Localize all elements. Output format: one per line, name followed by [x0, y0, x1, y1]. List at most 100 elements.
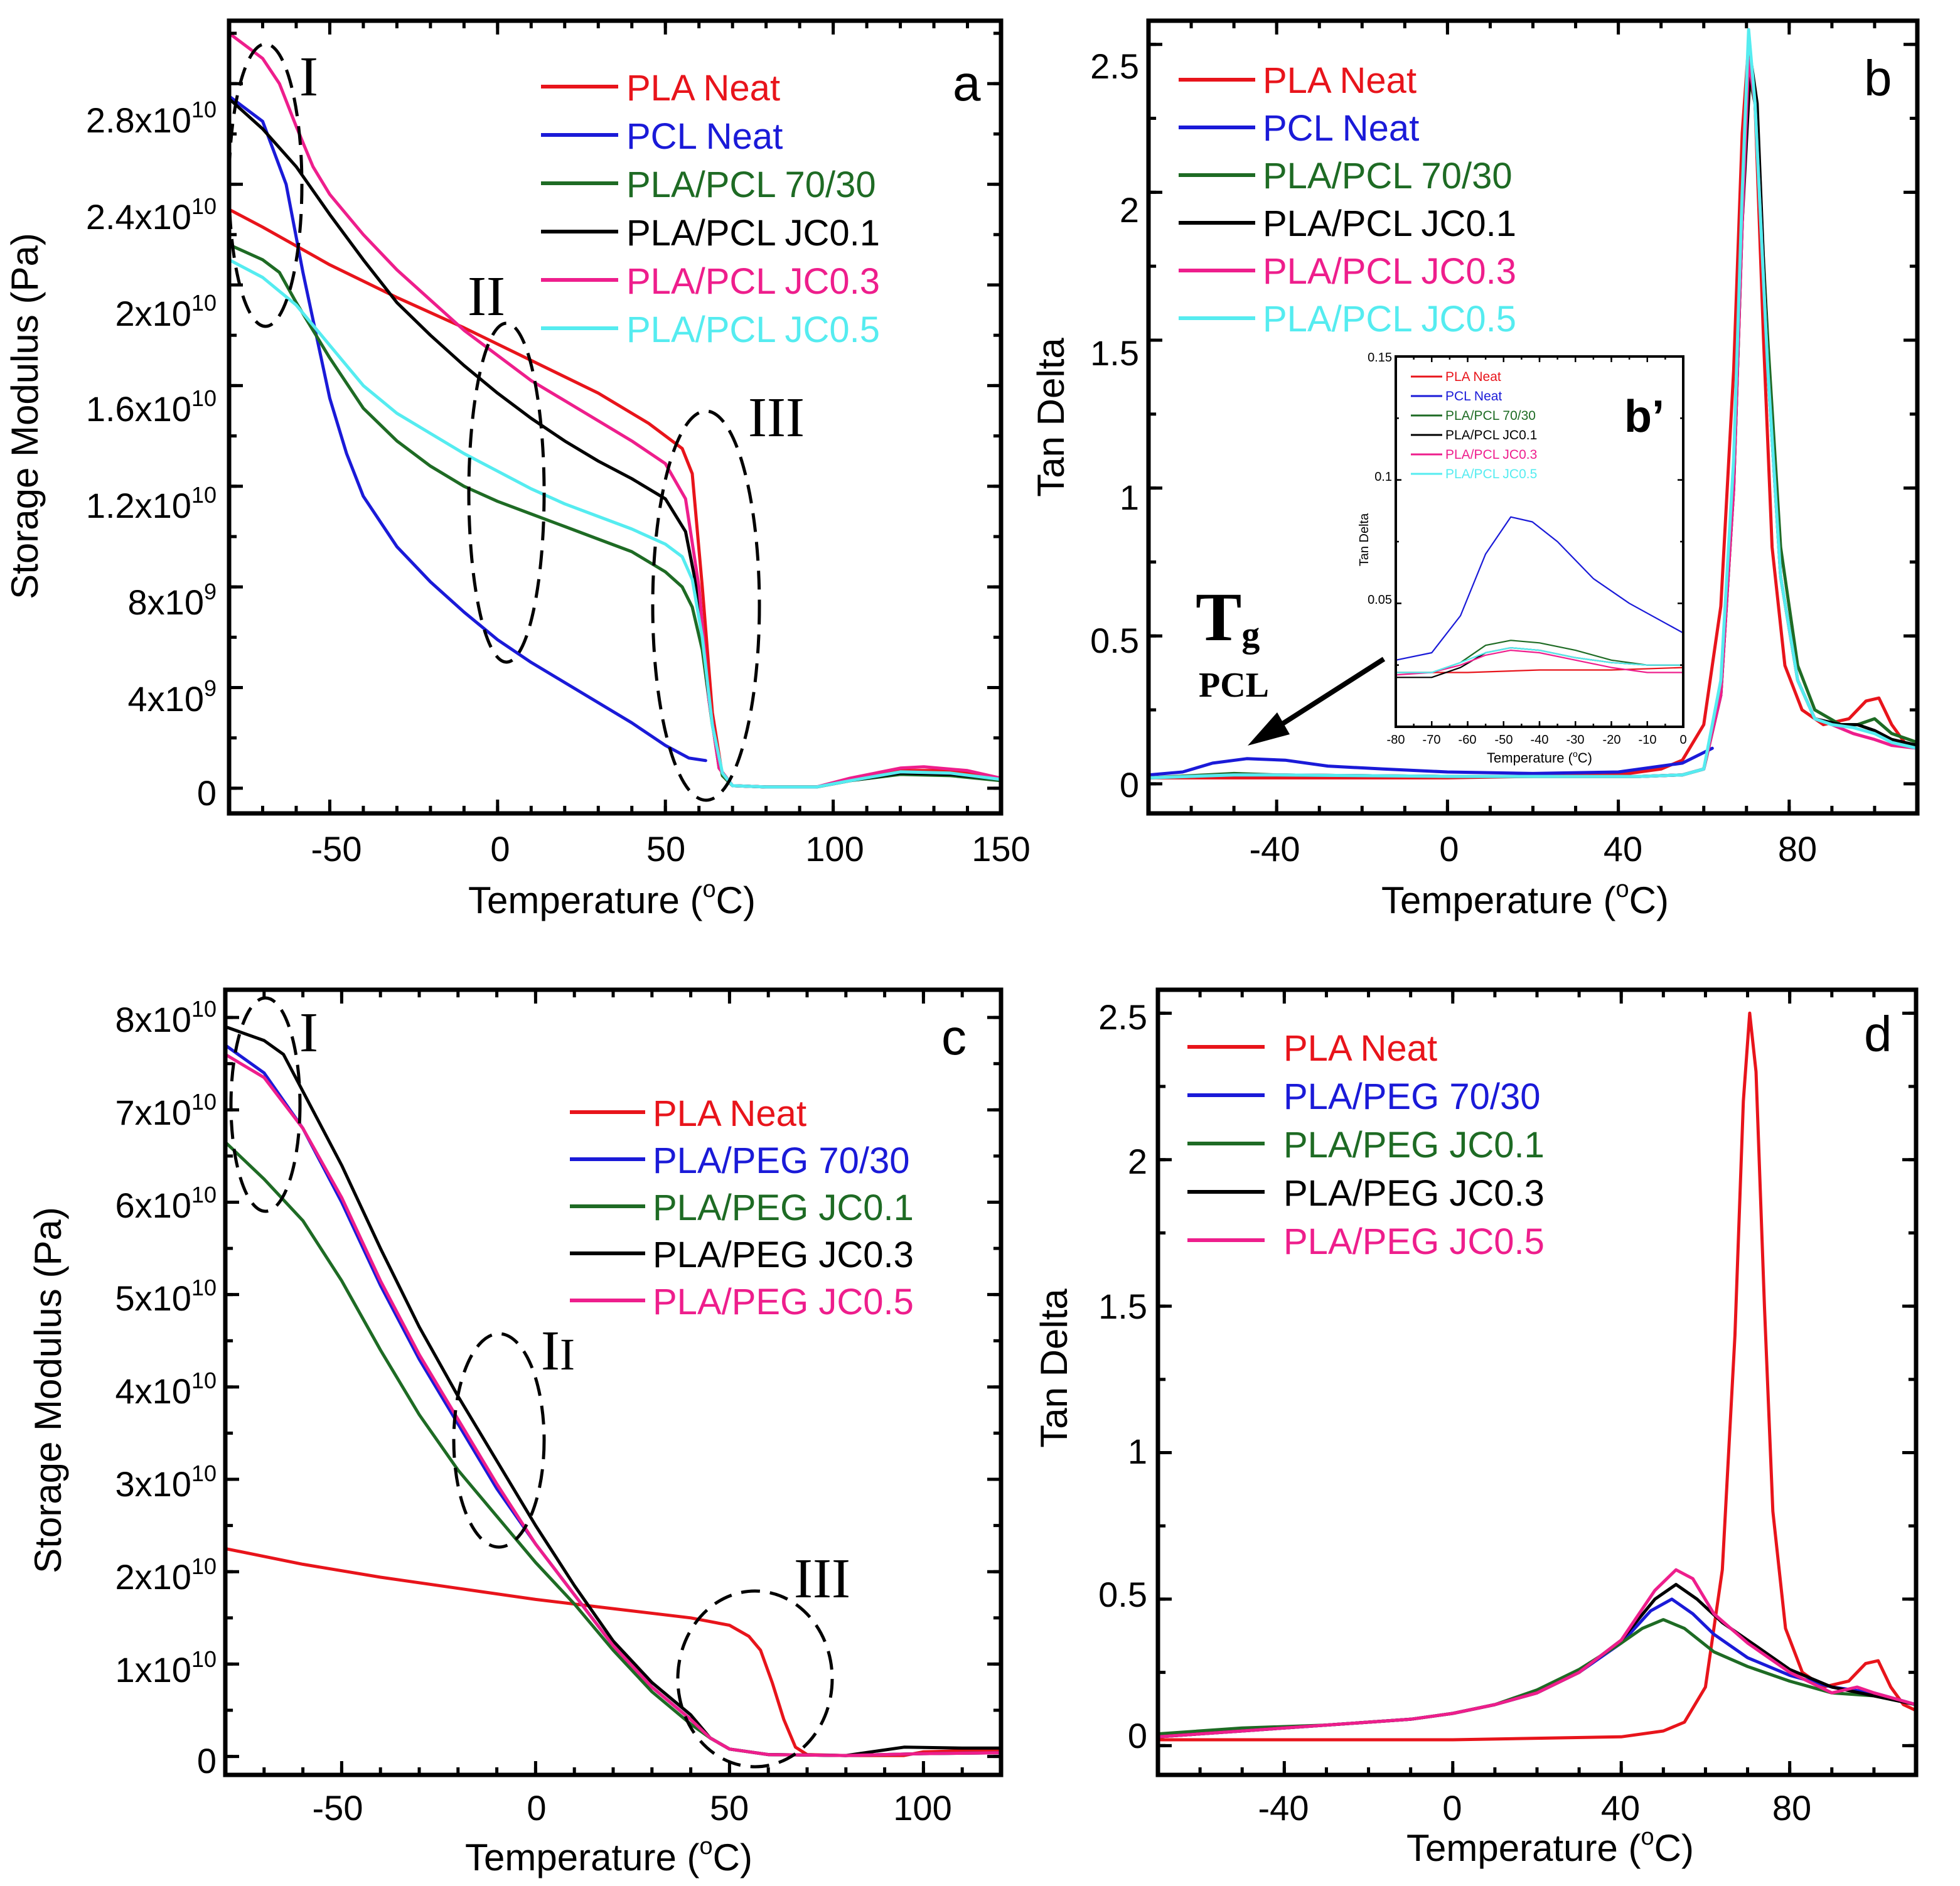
- panel-b-series: [1147, 28, 1919, 780]
- region-iii-label: III: [748, 387, 805, 449]
- x-tick-label: 0: [1439, 829, 1459, 869]
- panel-b-legend: PLA Neat PCL Neat PLA/PCL 70/30 PLA/PCL …: [1179, 60, 1516, 340]
- inset-legend-entry: PLA/PCL JC0.3: [1445, 447, 1537, 462]
- inset-x-tick-label: -80: [1387, 733, 1405, 747]
- y-tick-label: 1.5: [1090, 333, 1139, 373]
- legend-entry: PLA Neat: [653, 1093, 806, 1134]
- x-tick-label: -50: [313, 1788, 363, 1828]
- x-tick-label: 0: [527, 1788, 546, 1828]
- panel-c-y-axis-label: Storage Modulus (Pa): [27, 1207, 69, 1573]
- region-ii-label: II: [468, 265, 505, 328]
- panel-d-ticks: [1156, 990, 1918, 1775]
- y-tick-label: 8x1010: [115, 996, 217, 1039]
- x-tick-label: 50: [646, 829, 685, 869]
- legend-entry: PCL Neat: [626, 116, 783, 157]
- legend-entry: PLA/PCL JC0.5: [626, 309, 880, 350]
- inset-legend-entry: PLA/PCL JC0.1: [1445, 428, 1537, 442]
- panel-a: I II III -50 0 50 100 150 0 4x109 8x109 …: [4, 18, 1031, 921]
- panel-a-series: [227, 31, 1003, 789]
- legend-entry: PLA/PEG 70/30: [653, 1140, 909, 1181]
- x-tick-label: 40: [1601, 1788, 1640, 1828]
- series-line-pla-neat: [1395, 667, 1684, 673]
- inset-y-tick-label: 0.1: [1374, 470, 1392, 484]
- y-tick-label: 0.5: [1098, 1575, 1147, 1614]
- inset-x-tick-label: -40: [1531, 733, 1549, 747]
- region-i-label: I: [299, 46, 318, 108]
- inset-y-tick-label: 0.15: [1368, 351, 1392, 365]
- x-tick-label: 80: [1772, 1788, 1811, 1828]
- x-tick-label: -40: [1250, 829, 1300, 869]
- y-tick-label: 2.4x1010: [86, 193, 217, 237]
- region-ii-ellipse: [452, 1332, 546, 1549]
- tg-annotation: Tg: [1196, 579, 1260, 655]
- y-tick-label: 1.6x1010: [86, 385, 217, 429]
- panel-a-ticks: [227, 21, 1003, 813]
- legend-entry: PLA/PCL JC0.5: [1263, 299, 1516, 340]
- panel-d-y-axis-label: Tan Delta: [1033, 1289, 1075, 1448]
- series-line-pcl-neat: [1147, 746, 1714, 777]
- panel-b-ticks: [1147, 21, 1919, 813]
- y-tick-label: 2: [1120, 190, 1139, 230]
- y-tick-label: 4x109: [128, 675, 217, 719]
- region-iii-ellipse: [676, 1589, 834, 1769]
- panel-d-series: [1156, 1011, 1918, 1742]
- inset-x-tick-label: -50: [1495, 733, 1513, 747]
- y-tick-label: 1.5: [1098, 1287, 1147, 1326]
- panel-c-ticks: [223, 990, 1003, 1775]
- inset-x-tick-label: -10: [1639, 733, 1657, 747]
- y-tick-label: 6x1010: [115, 1182, 217, 1225]
- panel-b-x-axis-label: Temperature (oC): [1381, 876, 1669, 921]
- legend-entry: PLA/PEG JC0.1: [1283, 1125, 1545, 1165]
- x-tick-label: 50: [710, 1788, 749, 1828]
- y-tick-label: 5x1010: [115, 1275, 217, 1318]
- y-tick-label: 2x1010: [115, 1553, 217, 1597]
- x-tick-label: 100: [805, 829, 864, 869]
- y-tick-label: 1: [1120, 478, 1139, 517]
- y-tick-label: 2.5: [1090, 46, 1139, 86]
- legend-entry: PLA/PCL JC0.3: [1263, 251, 1516, 292]
- x-tick-label: 80: [1778, 829, 1817, 869]
- panel-a-y-axis-label: Storage Modulus (Pa): [4, 233, 46, 599]
- panel-d-label: d: [1864, 1006, 1892, 1062]
- panel-a-frame: [227, 18, 1004, 816]
- region-ii-label: II: [541, 1320, 575, 1382]
- legend-entry: PCL Neat: [1263, 108, 1419, 149]
- legend-entry: PLA/PEG JC0.3: [1283, 1173, 1545, 1214]
- y-tick-label: 8x109: [128, 579, 217, 622]
- inset-legend-entry: PLA Neat: [1445, 370, 1501, 384]
- panel-b-y-axis-label: Tan Delta: [1030, 338, 1072, 497]
- inset-series: [1395, 516, 1684, 678]
- panel-a-x-axis-label: Temperature (oC): [468, 876, 756, 921]
- panel-b-label: b: [1864, 50, 1892, 106]
- x-tick-label: 0: [490, 829, 510, 869]
- series-line-pcl-neat: [227, 94, 707, 763]
- y-tick-label: 7x1010: [115, 1089, 217, 1132]
- panel-c: I II III -50 0 50 100 0 1x1010 2x1010 3x…: [27, 987, 1004, 1878]
- tg-arrow-shaft: [1269, 656, 1386, 734]
- panel-b: -40 0 40 80 0 0.5 1 1.5 2 2.5 Tan Delta …: [1030, 18, 1920, 921]
- region-iii-ellipse: [651, 409, 761, 802]
- region-i-label: I: [299, 1002, 318, 1064]
- series-line-pcl-neat: [1395, 516, 1684, 661]
- y-tick-label: 2x1010: [115, 290, 217, 333]
- legend-entry: PLA/PCL 70/30: [626, 164, 876, 205]
- region-i-ellipse: [229, 996, 302, 1213]
- y-tick-label: 1: [1128, 1432, 1147, 1471]
- legend-entry: PLA/PEG JC0.5: [653, 1282, 914, 1322]
- series-line-pla-peg-jc0-5: [1156, 1568, 1918, 1739]
- tg-pcl-label: PCL: [1199, 666, 1269, 705]
- inset-panel-label: b’: [1624, 392, 1664, 442]
- inset-b-prime: -80 -70 -60 -50 -40 -30 -20 -10 0 0.05 0…: [1358, 351, 1687, 766]
- y-tick-label: 1x1010: [115, 1646, 217, 1690]
- y-tick-label: 0: [1120, 765, 1139, 805]
- legend-entry: PLA/PEG JC0.3: [653, 1235, 914, 1275]
- inset-legend-entry: PLA/PCL 70/30: [1445, 409, 1536, 423]
- legend-entry: PLA/PEG JC0.1: [653, 1187, 914, 1228]
- y-tick-label: 3x1010: [115, 1460, 217, 1504]
- series-line-pla-pcl-jc0-3: [1395, 649, 1684, 676]
- y-tick-label: 2: [1128, 1142, 1147, 1181]
- panel-d-x-axis-label: Temperature (oC): [1406, 1824, 1694, 1869]
- legend-entry: PLA/PCL JC0.1: [626, 213, 880, 254]
- inset-x-tick-label: -60: [1459, 733, 1477, 747]
